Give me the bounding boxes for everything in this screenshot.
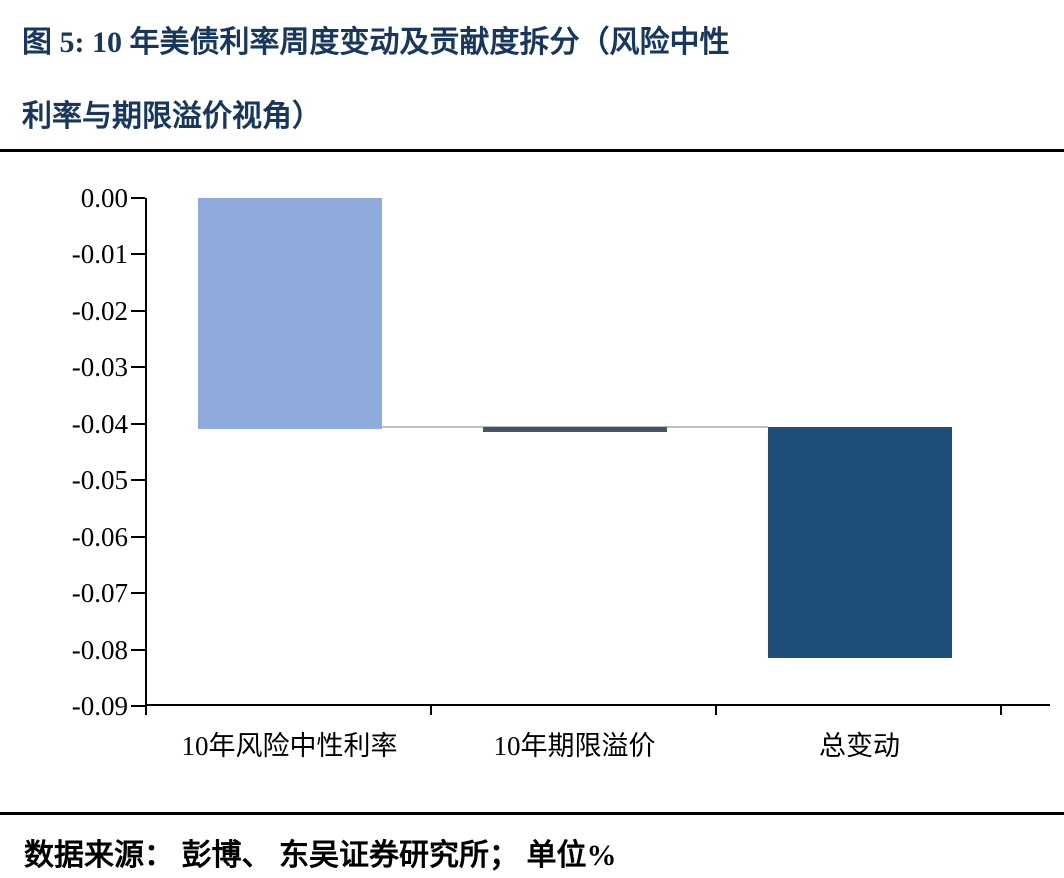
y-tick-label: -0.04 bbox=[71, 408, 128, 439]
y-tick-label: -0.05 bbox=[71, 465, 128, 496]
y-tick-label: -0.06 bbox=[71, 521, 128, 552]
y-tick-label: -0.07 bbox=[71, 578, 128, 609]
y-tick-label: 0.00 bbox=[80, 183, 128, 213]
data-source-note: 数据来源： 彭博、 东吴证券研究所； 单位% bbox=[24, 839, 617, 872]
y-axis-ticks bbox=[131, 197, 145, 710]
x-tick-mark bbox=[715, 706, 717, 715]
total-change-bar bbox=[767, 426, 952, 659]
figure-title-line1: 图 5: 10 年美债利率周度变动及贡献度拆分（风险中性 bbox=[22, 26, 730, 59]
y-tick-mark bbox=[131, 479, 145, 482]
x-category-label: 10年风险中性利率 bbox=[181, 731, 398, 761]
figure-title-line2: 利率与期限溢价视角） bbox=[22, 100, 322, 133]
x-tick-mark bbox=[1000, 706, 1002, 715]
x-category-label: 10年期限溢价 bbox=[493, 731, 656, 761]
plot-area bbox=[147, 198, 1002, 706]
x-axis-labels: 10年风险中性利率 10年期限溢价 总变动 bbox=[147, 726, 1002, 770]
bottom-divider bbox=[0, 812, 1064, 815]
y-tick-mark bbox=[131, 197, 145, 199]
x-category-label: 总变动 bbox=[819, 731, 900, 761]
y-tick-label: -0.09 bbox=[71, 691, 128, 721]
y-tick-mark bbox=[131, 422, 145, 425]
y-tick-label: -0.08 bbox=[71, 634, 128, 665]
y-tick-mark bbox=[131, 705, 145, 707]
term-premium-bar bbox=[482, 427, 667, 433]
y-axis-line bbox=[145, 198, 147, 706]
top-divider bbox=[0, 149, 1064, 152]
y-tick-mark bbox=[131, 309, 145, 312]
risk-neutral-rate-bar bbox=[197, 198, 382, 430]
x-axis-line bbox=[145, 704, 1050, 715]
y-tick-mark bbox=[131, 535, 145, 538]
y-tick-mark bbox=[131, 253, 145, 256]
y-tick-mark bbox=[131, 366, 145, 369]
x-tick-mark bbox=[145, 706, 147, 715]
y-tick-label: -0.01 bbox=[71, 239, 128, 270]
figure-title: 图 5: 10 年美债利率周度变动及贡献度拆分（风险中性 利率与期限溢价视角） bbox=[22, 6, 1042, 154]
y-tick-mark bbox=[131, 592, 145, 595]
x-tick-mark bbox=[430, 706, 432, 715]
y-tick-label: -0.02 bbox=[71, 295, 128, 326]
waterfall-connector-line bbox=[381, 425, 768, 428]
y-tick-mark bbox=[131, 648, 145, 651]
y-tick-label: -0.03 bbox=[71, 352, 128, 383]
y-axis-labels: 0.00 -0.01 -0.02 -0.03 -0.04 -0.05 -0.06 -0.07 -… bbox=[18, 183, 128, 721]
